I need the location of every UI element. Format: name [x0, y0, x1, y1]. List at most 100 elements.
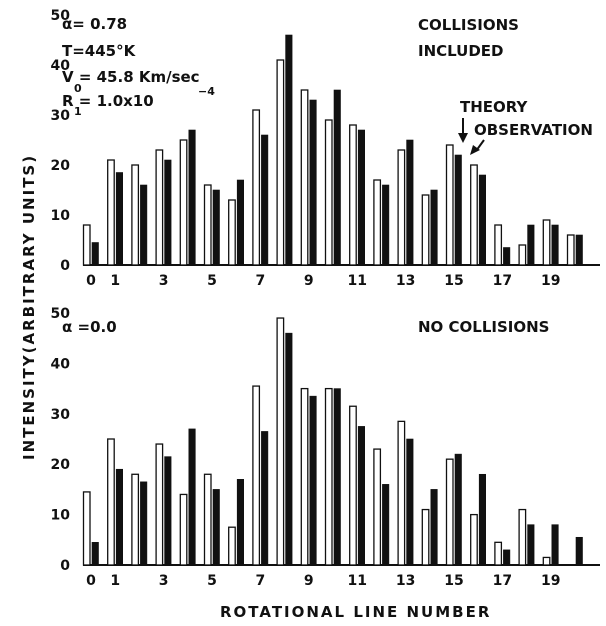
top-x-tick-label: 15 — [444, 273, 463, 289]
bottom-observation-bar — [454, 453, 462, 566]
bottom-observation-bar — [382, 484, 390, 566]
top-theory-bar — [445, 144, 454, 266]
bottom-observation-bar — [478, 473, 487, 566]
bottom-x-tick-label: 5 — [207, 573, 217, 589]
top-theory-bar — [542, 219, 551, 266]
top-theory-bar — [107, 159, 115, 266]
bottom-x-tick-label: 1 — [110, 573, 120, 589]
bottom-observation-bar — [406, 438, 414, 566]
legend-theory-arrow — [458, 118, 468, 143]
bottom-observation-bar — [527, 524, 535, 566]
bottom-theory-bar — [155, 443, 164, 566]
top-theory-bar — [470, 164, 478, 266]
top-theory-bar — [228, 199, 236, 266]
top-observation-bar — [551, 224, 559, 266]
bottom-observation-bar — [140, 481, 148, 566]
bottom-theory-bar — [349, 405, 357, 566]
top-observation-bar — [164, 159, 172, 266]
top-observation-bar — [285, 34, 293, 266]
top-observation-bar — [140, 184, 148, 266]
bottom-x-tick-label: 0 — [86, 573, 96, 589]
bottom-observation-bar — [430, 489, 438, 566]
top-x-tick-label: 11 — [347, 273, 366, 289]
top-observation-bar — [236, 179, 244, 266]
top-theory-bar — [373, 179, 382, 266]
bottom-x-tick-label: 19 — [541, 573, 560, 589]
top-y-tick-label: 10 — [51, 208, 71, 224]
bottom-observation-bar — [115, 468, 123, 566]
top-theory-bar — [300, 89, 309, 266]
top-observation-bar — [309, 99, 317, 266]
top-observation-bar — [503, 247, 511, 266]
bottom-theory-bar — [373, 448, 382, 566]
top-observation-bar — [188, 129, 196, 266]
top-x-tick-label: 19 — [541, 273, 560, 289]
top-y-tick-label: 50 — [51, 8, 71, 24]
top-theory-bar — [566, 234, 575, 266]
top-theory-bar — [494, 224, 503, 266]
bottom-theory-bar — [518, 508, 527, 566]
top-observation-bar — [115, 172, 123, 266]
top-theory-bar — [203, 184, 212, 266]
bottom-x-tick-label: 3 — [159, 573, 169, 589]
top-theory-bar — [397, 149, 406, 266]
bottom-theory-bar — [397, 420, 406, 566]
top-y-tick-label: 20 — [51, 158, 71, 174]
top-theory-bar — [82, 224, 91, 266]
bottom-x-tick-label: 9 — [304, 573, 314, 589]
bottom-x-tick-label: 15 — [444, 573, 463, 589]
top-theory-bar — [349, 124, 357, 266]
top-y-tick-label: 30 — [51, 108, 71, 124]
bottom-observation-bar — [236, 479, 244, 566]
top-x-tick-label: 17 — [493, 273, 512, 289]
top-param-r1-exponent: −4 — [198, 85, 215, 98]
top-observation-bar — [212, 189, 220, 266]
bottom-y-tick-label: 0 — [60, 558, 70, 574]
bottom-param-alpha: α =0.0 — [62, 318, 117, 336]
top-observation-bar — [478, 174, 487, 266]
legend-observation-arrow — [470, 139, 485, 155]
top-observation-bar — [333, 89, 341, 266]
bottom-observation-bar — [333, 388, 341, 566]
bottom-theory-bar — [542, 556, 551, 566]
top-observation-bar — [382, 184, 390, 266]
top-observation-bar — [261, 134, 269, 266]
top-param-velocity-subscript: 0 — [74, 82, 82, 95]
top-x-tick-label: 9 — [304, 273, 314, 289]
bottom-observation-bar — [188, 428, 196, 566]
bottom-condition-label: NO COLLISIONS — [418, 318, 549, 336]
bottom-theory-bar — [179, 493, 188, 566]
top-theory-bar — [324, 119, 333, 266]
top-theory-bar — [179, 139, 188, 266]
bottom-observation-bar — [261, 431, 269, 566]
top-x-tick-label: 1 — [110, 273, 120, 289]
bottom-y-tick-label: 20 — [51, 457, 71, 473]
top-param-velocity: V = 45.8 Km/sec — [62, 68, 200, 86]
top-x-tick-label: 3 — [159, 273, 169, 289]
bottom-x-tick-label: 17 — [493, 573, 512, 589]
top-x-tick-label: 7 — [256, 273, 266, 289]
top-condition-line1: COLLISIONS — [418, 16, 519, 34]
bottom-observation-bar — [164, 456, 172, 566]
bottom-theory-bar — [470, 513, 478, 566]
bottom-y-tick-label: 10 — [51, 508, 71, 524]
top-observation-bar — [406, 139, 414, 266]
bottom-observation-bar — [503, 549, 511, 566]
x-axis-label: ROTATIONAL LINE NUMBER — [220, 603, 491, 621]
bottom-theory-bar — [276, 317, 285, 566]
bottom-theory-bar — [421, 508, 430, 566]
top-param-alpha: α= 0.78 — [62, 15, 127, 33]
legend-theory-label: THEORY — [460, 98, 529, 116]
bottom-observation-bar — [551, 524, 559, 566]
top-observation-bar — [454, 154, 462, 266]
top-theory-bar — [518, 244, 527, 266]
bottom-theory-bar — [252, 385, 261, 566]
top-theory-bar — [421, 194, 430, 266]
top-theory-bar — [252, 109, 261, 266]
bottom-observation-bar — [357, 426, 366, 566]
bottom-theory-bar — [82, 491, 91, 566]
top-observation-bar — [575, 234, 583, 266]
top-param-temperature: T=445°K — [62, 42, 137, 60]
bottom-observation-bar — [91, 542, 99, 566]
